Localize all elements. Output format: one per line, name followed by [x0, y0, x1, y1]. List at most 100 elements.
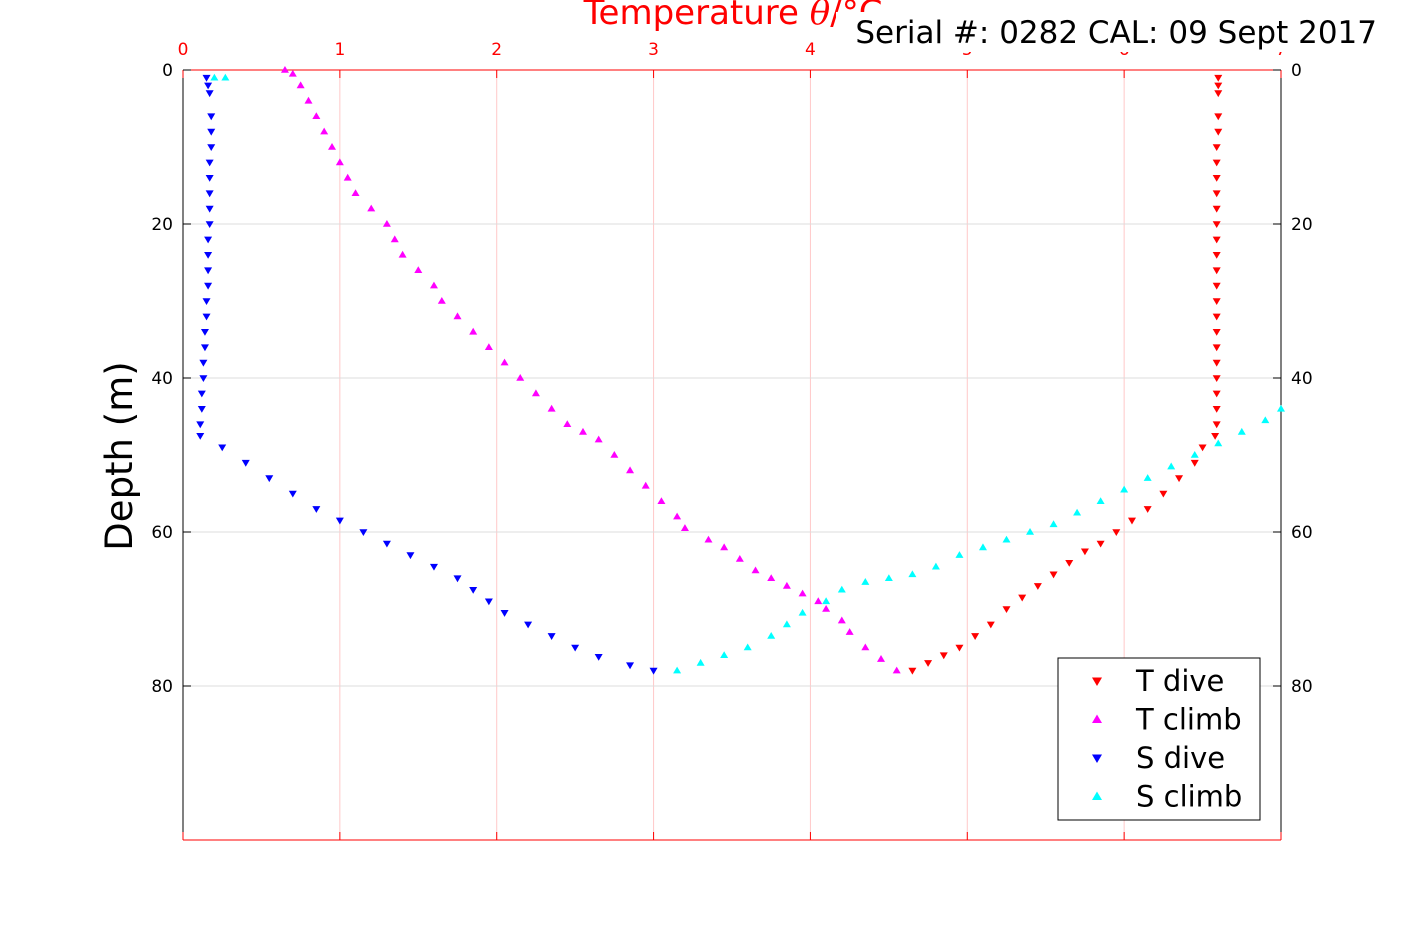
data-point	[1049, 520, 1058, 528]
data-point	[500, 358, 509, 366]
axis-ticks: 01234567020406080020406080	[151, 40, 1313, 840]
data-point	[1167, 462, 1176, 470]
data-point	[571, 644, 580, 652]
data-point	[547, 404, 556, 412]
data-point	[524, 621, 533, 629]
data-point	[398, 250, 407, 258]
data-point	[641, 481, 650, 489]
data-point	[437, 297, 446, 304]
series-s-dive	[196, 74, 658, 675]
data-point	[861, 643, 870, 651]
data-point	[547, 633, 556, 640]
data-point	[1026, 528, 1035, 535]
data-point	[1212, 175, 1221, 182]
data-point	[939, 652, 948, 660]
data-point	[720, 543, 729, 551]
series-s-climb	[210, 73, 1285, 674]
data-point	[351, 189, 360, 196]
data-point	[735, 554, 744, 562]
data-point	[469, 327, 478, 335]
data-point	[1261, 416, 1270, 424]
data-point	[210, 73, 219, 81]
data-point	[196, 432, 205, 440]
data-point	[320, 127, 329, 135]
data-point	[1212, 421, 1221, 429]
data-point	[429, 281, 438, 289]
data-point	[908, 667, 917, 675]
data-point	[359, 529, 368, 536]
y-axis-label: Depth (m)	[98, 361, 141, 550]
data-point	[1049, 571, 1058, 579]
data-point	[626, 466, 635, 474]
data-point	[1175, 475, 1184, 483]
data-point	[1198, 444, 1207, 452]
legend-marker	[1092, 791, 1102, 800]
data-point	[199, 375, 208, 382]
legend-marker	[1092, 754, 1102, 763]
data-point	[204, 267, 213, 275]
data-point	[1214, 113, 1223, 121]
data-point	[1018, 594, 1027, 602]
data-point	[406, 552, 415, 560]
data-point	[429, 563, 438, 571]
data-point	[205, 90, 214, 98]
data-point	[751, 566, 760, 574]
data-point	[1212, 344, 1221, 352]
data-point	[1212, 144, 1221, 151]
top-axis-title-symbol: θ	[810, 0, 830, 33]
data-point	[594, 653, 603, 661]
data-point	[280, 66, 289, 73]
serial-info-background	[836, 12, 1384, 52]
data-point	[1212, 252, 1221, 259]
data-point	[202, 313, 211, 321]
data-point	[199, 359, 208, 367]
data-point	[382, 540, 391, 548]
y-tick-label-left: 40	[151, 369, 173, 389]
data-point	[1212, 375, 1221, 382]
data-point	[207, 144, 216, 151]
data-point	[822, 597, 831, 605]
data-point	[312, 506, 321, 513]
data-point	[288, 490, 297, 498]
data-point	[335, 517, 344, 525]
data-point	[1002, 535, 1011, 543]
data-point	[1237, 427, 1246, 435]
y-tick-label-right: 60	[1291, 523, 1313, 543]
data-point	[798, 608, 807, 616]
x-tick-label: 1	[334, 40, 345, 60]
data-point	[204, 82, 213, 90]
data-point	[649, 667, 658, 675]
y-tick-label-left: 80	[151, 677, 173, 697]
data-point	[837, 616, 846, 624]
data-point	[978, 543, 987, 551]
legend-item: T climb	[1092, 703, 1242, 737]
data-point	[1143, 506, 1152, 513]
data-point	[1080, 548, 1089, 556]
data-point	[955, 551, 964, 558]
data-point	[673, 512, 682, 520]
data-point	[1073, 508, 1082, 516]
data-point	[312, 112, 321, 119]
data-point	[610, 451, 619, 458]
data-point	[884, 574, 893, 581]
data-point	[1212, 298, 1221, 305]
legend: T dive T climb S dive S climb	[1057, 657, 1261, 821]
data-point	[367, 204, 376, 212]
data-point	[1127, 517, 1136, 525]
data-point	[1212, 159, 1221, 167]
data-point	[531, 389, 540, 397]
data-point	[484, 598, 493, 606]
data-point	[1212, 282, 1221, 290]
legend-label: T climb	[1135, 703, 1242, 737]
series-t-climb	[280, 66, 901, 674]
data-point	[484, 343, 493, 350]
data-point	[837, 585, 846, 593]
data-point	[241, 459, 250, 467]
data-point	[924, 660, 933, 667]
data-point	[845, 628, 854, 635]
y-tick-label-left: 60	[151, 523, 173, 543]
data-point	[1159, 490, 1168, 498]
data-point	[200, 344, 209, 352]
data-point	[1212, 221, 1221, 228]
y-tick-label-right: 0	[1291, 61, 1302, 81]
